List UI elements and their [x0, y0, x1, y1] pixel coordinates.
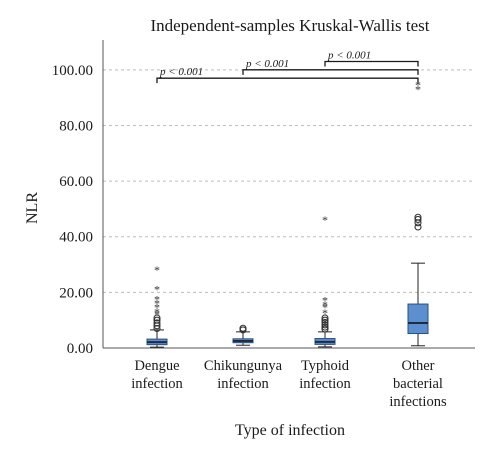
x-category-label: infections	[389, 394, 447, 410]
outlier-circle	[321, 325, 329, 333]
outlier-circle	[414, 213, 422, 221]
y-tick-labels: 0.00 20.00 40.00 60.00 80.00 100.00	[52, 63, 93, 357]
significance-bracket: p < 0.001	[156, 66, 419, 84]
x-category-label: Dengue	[134, 358, 179, 374]
chart-title: Independent-samples Kruskal-Wallis test	[150, 16, 429, 35]
x-category-label: Chikungunya	[204, 358, 283, 374]
outlier-star: *	[415, 78, 421, 92]
significance-brackets: p < 0.001 p < 0.001 p < 0.001	[156, 49, 419, 84]
box-group: **	[407, 78, 429, 347]
outlier-star: *	[154, 305, 160, 319]
outlier-circle	[153, 314, 161, 322]
box-group: *******	[146, 263, 168, 348]
x-category-labels: Dengue infection Chikungunya infection Typho…	[131, 358, 447, 410]
axes	[102, 40, 475, 349]
p-value-label: p < 0.001	[245, 58, 289, 70]
outlier-star: *	[154, 283, 160, 297]
x-category-label: infection	[299, 376, 351, 392]
y-tick-label: 80.00	[59, 118, 93, 134]
x-category-label: bacterial	[393, 376, 443, 392]
y-tick-label: 100.00	[52, 63, 93, 79]
outlier-star: *	[322, 294, 328, 308]
y-tick-label: 20.00	[59, 285, 93, 301]
outlier-star: *	[415, 82, 421, 96]
outlier-star: *	[322, 298, 328, 312]
gridlines	[103, 69, 475, 293]
y-tick-label: 40.00	[59, 230, 93, 246]
bracket-line	[242, 69, 419, 75]
outlier-circle	[239, 324, 247, 332]
outlier-circle	[321, 321, 329, 329]
outlier-star: *	[322, 306, 328, 320]
significance-bracket: p < 0.001	[242, 58, 419, 75]
outlier-star: *	[322, 213, 328, 227]
outlier-star: *	[322, 301, 328, 315]
outlier-star: *	[154, 301, 160, 315]
box-iqr	[407, 303, 429, 335]
significance-bracket: p < 0.001	[324, 49, 419, 67]
outlier-circle	[321, 314, 329, 322]
y-tick-label: 0.00	[67, 341, 93, 357]
bracket-line	[156, 77, 419, 84]
boxes: **************	[146, 78, 429, 348]
outlier-circle	[414, 223, 422, 231]
x-axis-label: Type of infection	[235, 422, 345, 439]
outlier-star: *	[154, 292, 160, 306]
outlier-star: *	[154, 263, 160, 277]
x-category-label: infection	[217, 376, 269, 392]
outlier-circle	[153, 316, 161, 324]
x-category-label: Other	[401, 358, 434, 374]
outlier-star: *	[154, 296, 160, 310]
outlier-circle	[321, 323, 329, 331]
outlier-circle	[321, 318, 329, 326]
x-category-label: infection	[131, 376, 183, 392]
outlier-circle	[321, 316, 329, 324]
outlier-circle	[153, 319, 161, 327]
box-group: *****	[314, 213, 336, 348]
outlier-circle	[414, 215, 422, 224]
box-group	[232, 324, 254, 346]
y-tick-label: 60.00	[59, 174, 93, 190]
outlier-star: *	[154, 308, 160, 322]
bracket-line	[324, 60, 419, 67]
p-value-label: p < 0.001	[327, 49, 371, 61]
x-category-label: Typhoid	[301, 358, 350, 374]
y-axis-label: NLR	[24, 192, 41, 224]
p-value-label: p < 0.001	[159, 66, 203, 78]
